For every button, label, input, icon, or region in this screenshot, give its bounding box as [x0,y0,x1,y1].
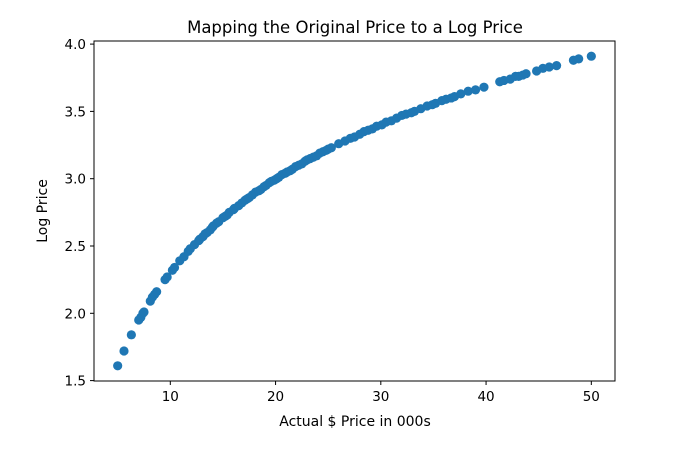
scatter-point [119,346,129,356]
x-tick-label: 40 [477,389,494,405]
scatter-point [113,361,123,371]
x-tick-label: 20 [267,389,284,405]
x-tick-label: 10 [162,389,179,405]
scatter-point [463,86,473,96]
x-tick-label: 50 [583,389,600,405]
scatter-point [126,330,136,340]
y-tick-label: 3.5 [65,104,86,120]
chart-title: Mapping the Original Price to a Log Pric… [187,18,523,37]
scatter-point [139,307,149,317]
scatter-point [574,54,584,64]
scatter-point [169,262,180,273]
scatter-point [586,51,596,61]
scatter-point [326,143,336,153]
y-tick-label: 2.0 [65,306,86,322]
y-tick-label: 2.5 [65,239,86,255]
scatter-point [456,89,466,99]
scatter-point [470,85,481,95]
scatter-point [521,69,531,79]
scatter-point [152,287,162,297]
scatter-point [162,272,172,282]
scatter-point [479,82,489,92]
y-tick-label: 3.0 [65,172,86,188]
scatter-point [551,61,562,71]
x-axis-label: Actual $ Price in 000s [279,414,431,430]
plot-area [93,40,616,382]
scatter-point [544,62,554,72]
y-tick-label: 4.0 [65,37,86,53]
x-tick-label: 30 [372,389,389,405]
x-axis-ticks: 10 20 30 40 50 [162,381,600,405]
scatter-points [113,51,596,371]
y-axis-label: Log Price [35,179,51,243]
y-axis-ticks: 1.5 2.0 2.5 3.0 3.5 4.0 [65,37,94,390]
y-tick-label: 1.5 [65,374,86,390]
axes-frame [93,40,616,382]
